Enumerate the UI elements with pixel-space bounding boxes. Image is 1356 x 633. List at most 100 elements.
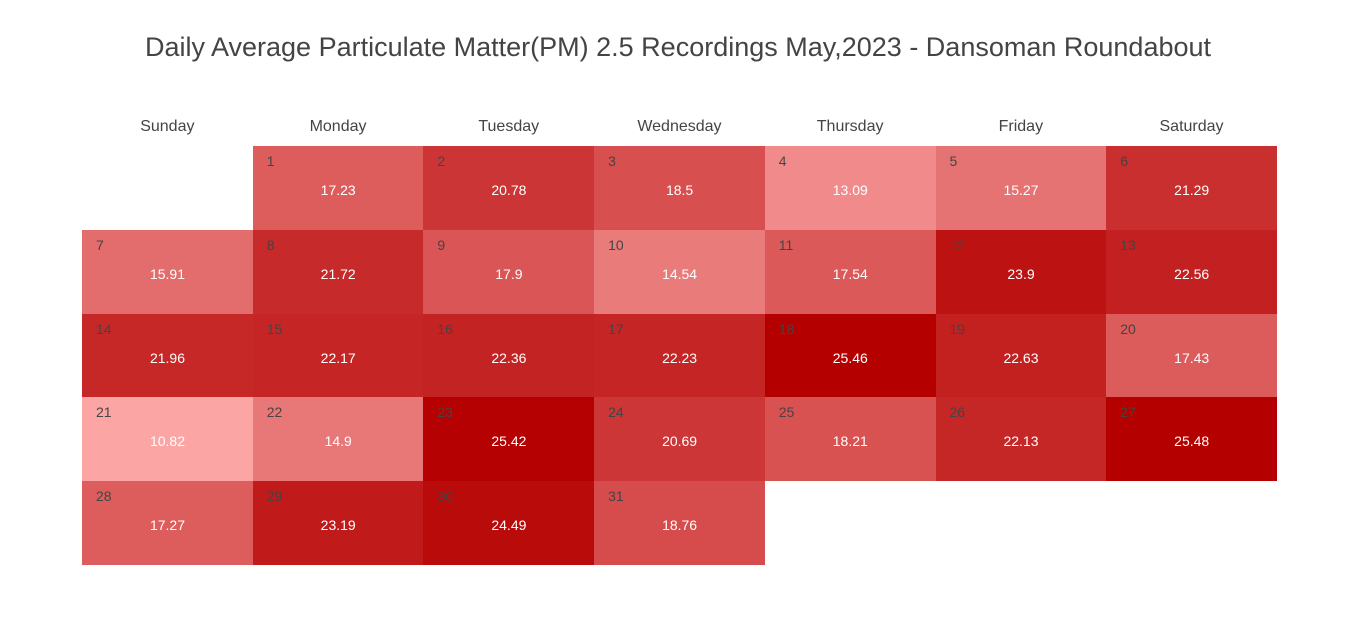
day-number-label: 6 <box>1120 153 1128 169</box>
weekday-label-saturday: Saturday <box>1159 118 1224 135</box>
pm25-value-label: 10.82 <box>149 433 186 450</box>
day-number-label: 20 <box>1120 320 1136 337</box>
pm25-value-label: 25.42 <box>491 433 527 450</box>
weekday-label-tuesday: Tuesday <box>478 118 540 135</box>
day-number-label: 2 <box>437 153 446 169</box>
day-number-label: 12 <box>949 236 966 253</box>
day-cell-8: 8 21.72 <box>252 229 424 314</box>
day-number-label: 10 <box>608 236 624 253</box>
day-cell-17: 17 22.23 <box>594 313 766 398</box>
pm25-value-label: 13.09 <box>832 182 868 198</box>
day-number-label: 13 <box>1120 236 1136 253</box>
pm25-value-label: 17.27 <box>149 517 186 534</box>
pm25-value-label: 23.19 <box>320 517 356 534</box>
weekday-label-monday: Monday <box>309 118 367 135</box>
day-cell-30: 30 24.49 <box>423 481 595 566</box>
pm25-value-label: 22.13 <box>1003 433 1039 450</box>
weekday-label-wednesday: Wednesday <box>637 118 722 135</box>
day-number-label: 29 <box>266 488 283 505</box>
day-cell-1: 1 17.23 <box>252 146 424 230</box>
day-number-label: 26 <box>949 404 966 421</box>
weekday-label-sunday: Sunday <box>140 118 195 135</box>
pm25-value-label: 14.54 <box>662 265 698 282</box>
day-number-label: 15 <box>266 320 283 337</box>
day-number-label: 4 <box>778 153 787 169</box>
day-cell-16: 16 22.36 <box>423 313 595 398</box>
pm25-value-label: 20.78 <box>491 182 527 198</box>
day-number-label: 11 <box>778 236 794 253</box>
day-cell-18: 18 25.46 <box>764 313 936 398</box>
pm25-value-label: 22.63 <box>1003 349 1039 366</box>
pm25-value-label: 17.9 <box>495 265 523 282</box>
day-cell-10: 10 14.54 <box>594 229 766 314</box>
day-number-label: 28 <box>96 488 112 505</box>
day-number-label: 7 <box>96 236 104 253</box>
day-number-label: 19 <box>949 320 966 337</box>
pm25-value-label: 21.96 <box>149 349 186 366</box>
day-cell-5: 5 15.27 <box>935 146 1107 230</box>
pm25-value-label: 22.17 <box>320 349 356 366</box>
day-cell-9: 9 17.9 <box>423 229 595 314</box>
pm25-value-label: 20.69 <box>662 433 698 450</box>
day-number-label: 9 <box>437 236 446 253</box>
day-cell-31: 31 18.76 <box>594 481 766 566</box>
pm25-value-label: 21.72 <box>320 265 356 282</box>
day-cell-6: 6 21.29 <box>1106 146 1278 230</box>
day-cell-27: 27 25.48 <box>1106 397 1278 482</box>
day-cell-11: 11 17.54 <box>764 229 936 314</box>
pm25-value-label: 17.23 <box>320 182 356 198</box>
chart-title: Daily Average Particulate Matter(PM) 2.5… <box>144 32 1212 62</box>
day-cell-7: 7 15.91 <box>82 229 253 314</box>
day-cell-29: 29 23.19 <box>252 481 424 566</box>
day-number-label: 14 <box>96 320 112 337</box>
pm25-value-label: 15.91 <box>149 265 186 282</box>
pm25-value-label: 22.56 <box>1174 265 1210 282</box>
day-cell-2: 2 20.78 <box>423 146 595 230</box>
day-cell-12: 12 23.9 <box>935 229 1107 314</box>
pm25-value-label: 18.76 <box>662 517 698 534</box>
pm25-value-label: 24.49 <box>491 517 527 534</box>
day-cell-20: 20 17.43 <box>1106 313 1278 398</box>
day-cell-14: 14 21.96 <box>82 313 253 398</box>
day-number-label: 22 <box>266 404 283 421</box>
day-number-label: 31 <box>608 488 624 505</box>
pm25-value-label: 25.46 <box>832 349 868 366</box>
day-number-label: 27 <box>1120 404 1136 421</box>
pm25-value-label: 17.54 <box>832 265 868 282</box>
day-cell-3: 3 18.5 <box>594 146 766 230</box>
pm25-value-label: 22.23 <box>662 349 698 366</box>
pm25-value-label: 15.27 <box>1003 182 1039 198</box>
pm25-value-label: 18.5 <box>665 182 694 198</box>
day-number-label: 21 <box>96 404 112 421</box>
day-number-label: 30 <box>437 488 453 505</box>
day-cell-25: 25 18.21 <box>764 397 936 482</box>
day-cell-22: 22 14.9 <box>252 397 424 482</box>
day-number-label: 18 <box>778 320 795 337</box>
day-cell-23: 23 25.42 <box>423 397 595 482</box>
day-cell-15: 15 22.17 <box>252 313 424 398</box>
day-number-label: 5 <box>949 153 958 169</box>
pm25-value-label: 23.9 <box>1007 265 1035 282</box>
weekday-label-friday: Friday <box>998 118 1044 135</box>
day-cell-19: 19 22.63 <box>935 313 1107 398</box>
pm25-value-label: 14.9 <box>324 433 352 450</box>
day-cell-24: 24 20.69 <box>594 397 766 482</box>
day-cell-13: 13 22.56 <box>1106 229 1278 314</box>
pm25-value-label: 18.21 <box>832 433 868 450</box>
day-number-label: 24 <box>608 404 624 421</box>
day-number-label: 16 <box>437 320 453 337</box>
day-number-label: 17 <box>608 320 624 337</box>
day-cell-4: 4 13.09 <box>764 146 936 230</box>
day-cell-21: 21 10.82 <box>82 397 253 482</box>
day-number-label: 25 <box>778 404 795 421</box>
pm25-value-label: 22.36 <box>491 349 527 366</box>
day-number-label: 3 <box>608 153 616 169</box>
pm25-value-label: 25.48 <box>1174 433 1210 450</box>
day-number-label: 1 <box>266 153 275 169</box>
day-number-label: 8 <box>266 236 275 253</box>
day-cell-28: 28 17.27 <box>82 481 253 566</box>
day-cell-26: 26 22.13 <box>935 397 1107 482</box>
pm25-value-label: 17.43 <box>1174 349 1210 366</box>
day-number-label: 23 <box>437 404 453 421</box>
